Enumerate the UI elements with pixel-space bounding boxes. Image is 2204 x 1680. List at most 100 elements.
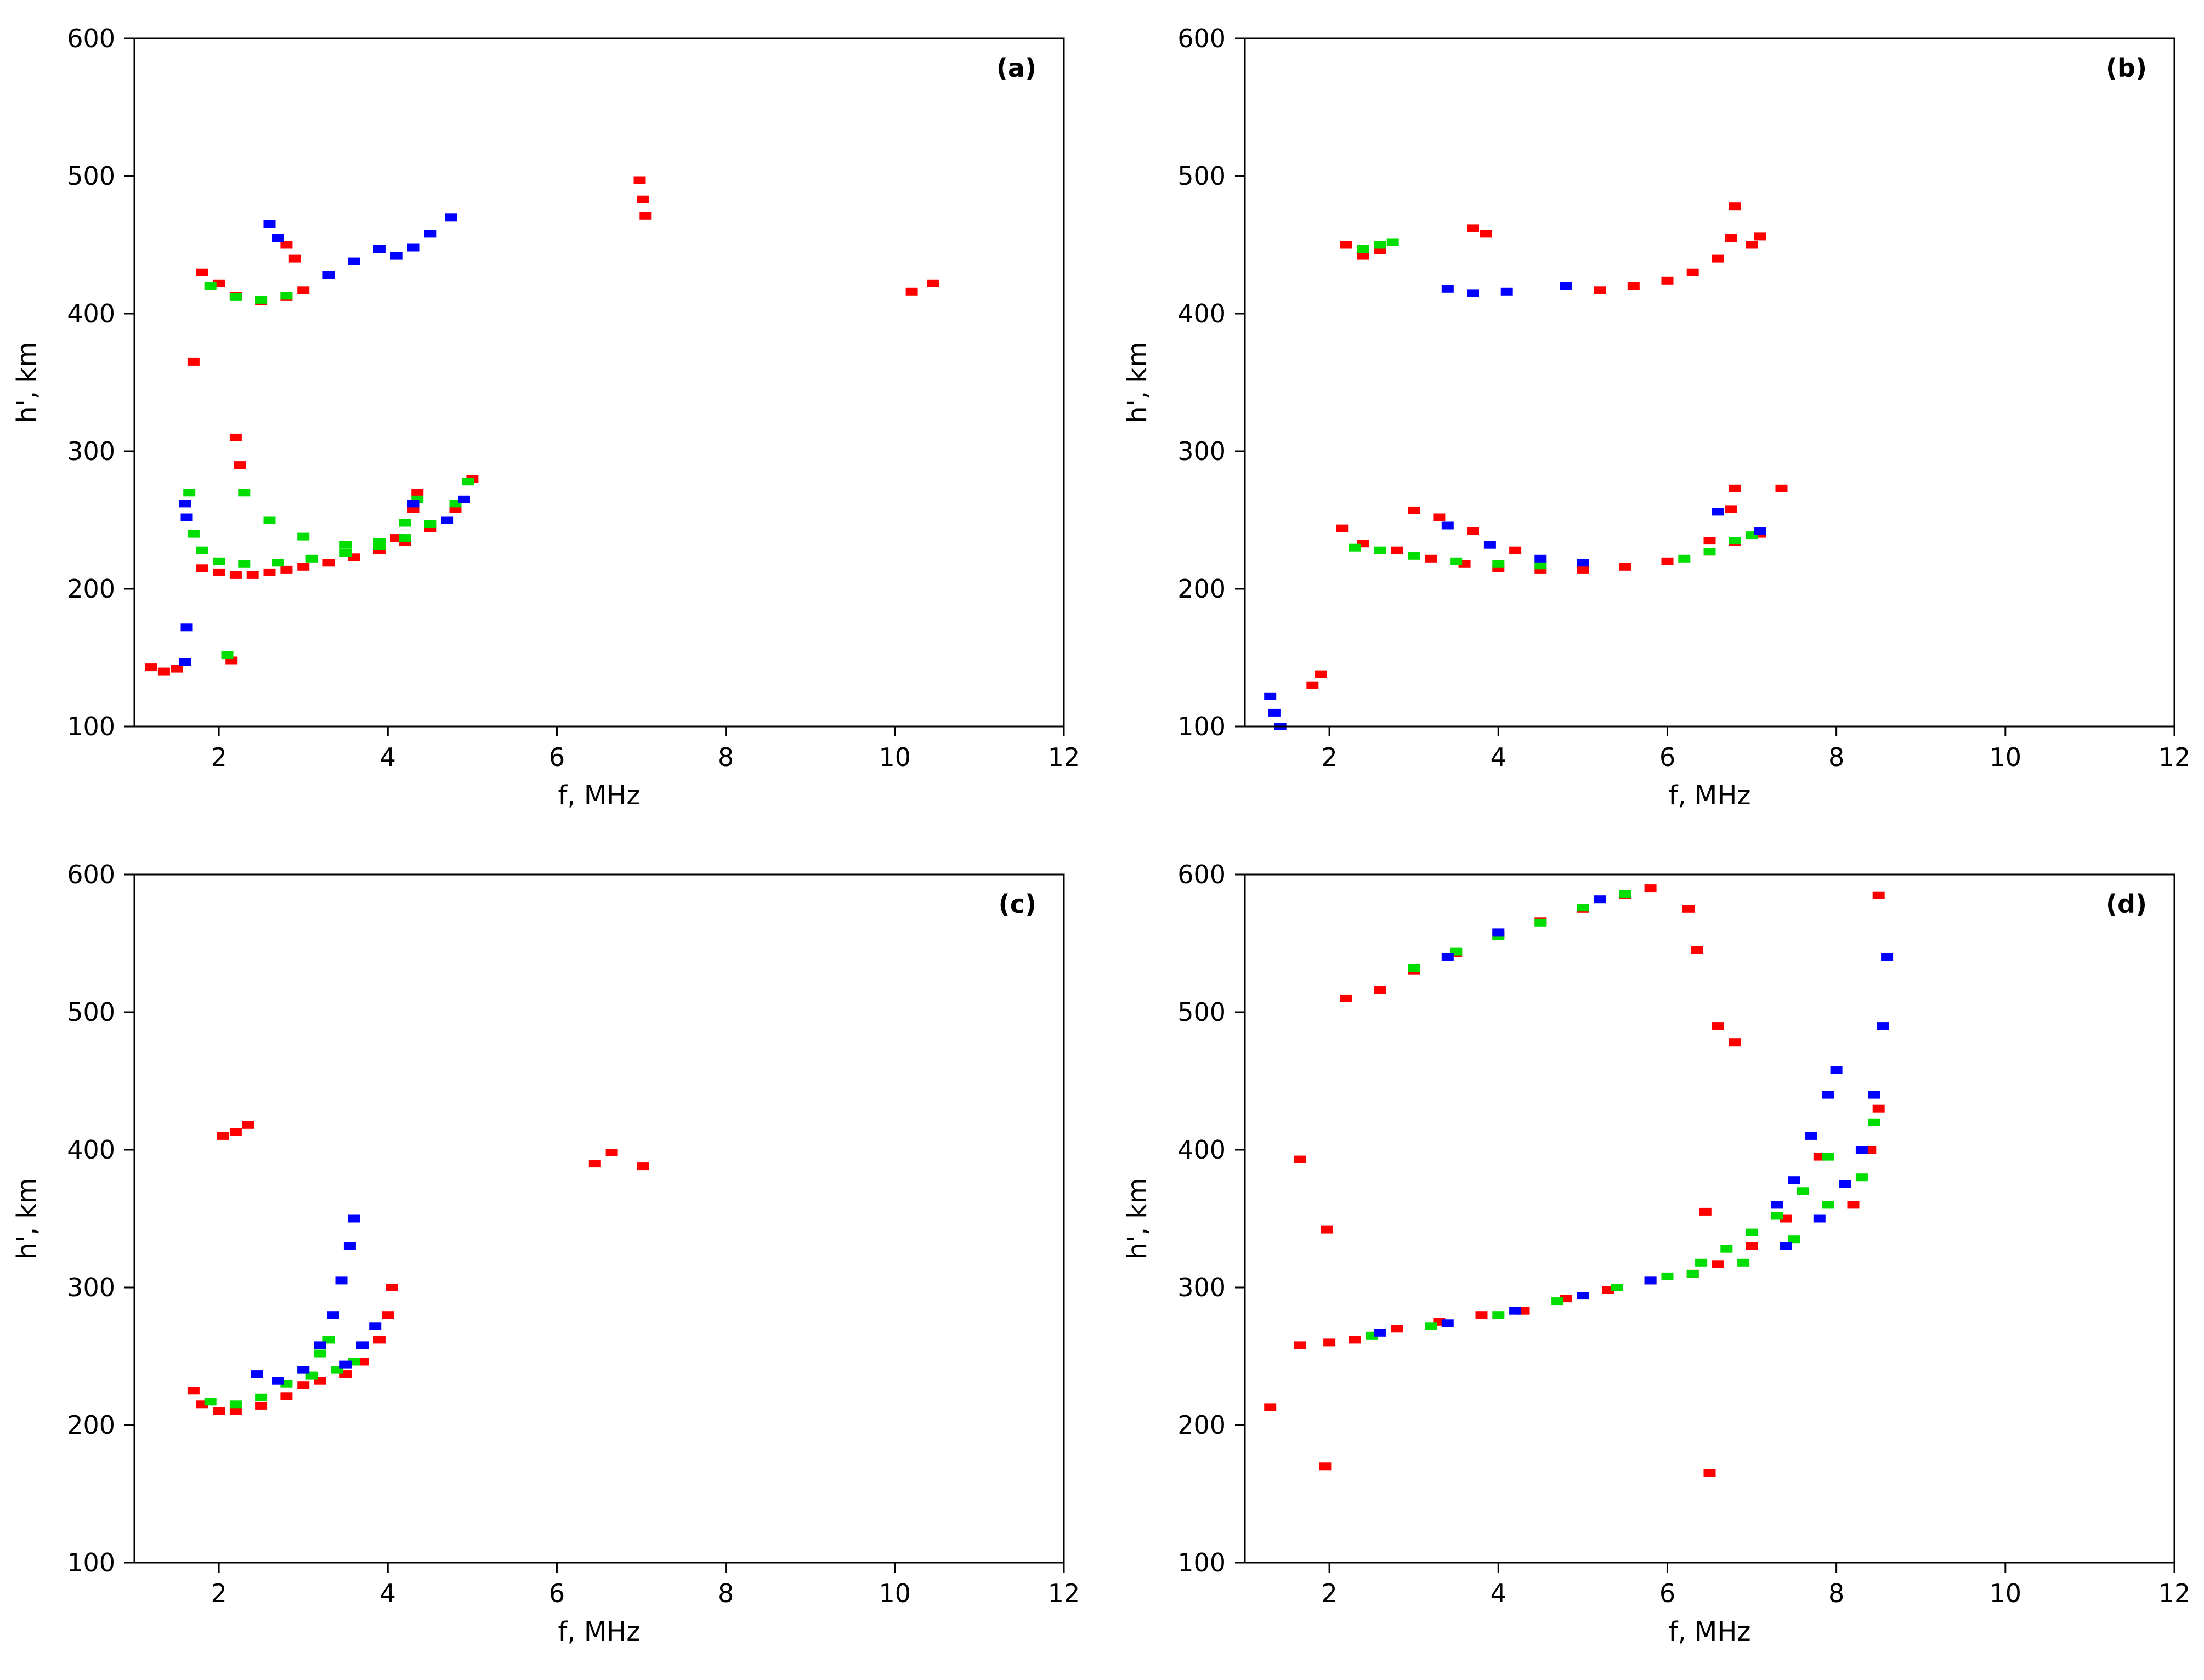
data-point-green: [373, 538, 386, 546]
data-point-red: [382, 1311, 394, 1319]
x-tick-label: 10: [1990, 742, 2022, 772]
data-point-red: [157, 667, 170, 676]
data-point-green: [305, 554, 318, 563]
data-point-blue: [1483, 541, 1496, 549]
data-point-red: [229, 1128, 242, 1136]
data-point-red: [1754, 232, 1766, 241]
data-point-red: [1699, 1207, 1712, 1216]
data-point-red: [280, 565, 293, 574]
data-point-green: [1868, 1118, 1880, 1126]
data-point-blue: [327, 1311, 339, 1319]
data-point-green: [213, 557, 225, 565]
x-tick-label: 12: [1048, 742, 1080, 772]
series-blue: [251, 1214, 382, 1385]
x-tick-label: 8: [718, 742, 734, 772]
data-point-red: [1644, 884, 1657, 893]
data-point-red: [1264, 1403, 1277, 1411]
data-point-red: [1691, 946, 1703, 954]
data-point-red: [297, 1381, 310, 1389]
data-point-red: [1467, 224, 1479, 232]
data-point-red: [633, 176, 646, 184]
data-point-red: [171, 665, 183, 673]
data-point-red: [1319, 1462, 1332, 1471]
data-point-green: [424, 520, 437, 528]
panel-label: (c): [999, 889, 1036, 919]
data-point-green: [1425, 1322, 1437, 1330]
panel-c: 2 4 6 8 10 12 100 200 300 400 500 600 f, MHz h', km (c…: [12, 860, 1080, 1647]
data-point-blue: [407, 243, 420, 252]
data-point-red: [1336, 524, 1349, 532]
data-point-red: [288, 254, 301, 263]
x-tick-label: 6: [549, 742, 565, 772]
data-point-green: [1619, 890, 1631, 898]
data-point-red: [1627, 282, 1640, 290]
x-tick-label: 10: [879, 742, 911, 772]
data-point-blue: [314, 1341, 326, 1349]
data-point-blue: [1441, 953, 1454, 961]
panel-label: (a): [996, 53, 1036, 83]
data-point-green: [229, 293, 242, 301]
y-axis-label: h', km: [1122, 342, 1153, 423]
data-point-blue: [1881, 953, 1894, 961]
data-point-red: [637, 1162, 649, 1171]
data-point-red: [1391, 546, 1403, 554]
data-point-blue: [1441, 285, 1454, 293]
data-point-green: [204, 282, 217, 290]
data-point-red: [213, 568, 225, 576]
data-point-blue: [1822, 1091, 1834, 1099]
y-tick-label: 300: [1177, 436, 1226, 466]
data-point-green: [263, 516, 276, 524]
data-point-red: [1323, 1338, 1336, 1347]
y-tick-label: 100: [67, 712, 115, 741]
data-point-green: [238, 489, 251, 497]
x-tick-label: 12: [1048, 1579, 1080, 1608]
data-point-green: [1551, 1297, 1564, 1306]
data-point-green: [1374, 546, 1386, 554]
panel-d: 2 4 6 8 10 12 100 200 300 400 500 600 f, MHz h', km (d…: [1122, 860, 2190, 1647]
data-point-red: [605, 1149, 618, 1156]
data-point-blue: [343, 1242, 356, 1250]
data-point-red: [411, 489, 424, 497]
data-point-blue: [1441, 1319, 1454, 1327]
data-point-green: [183, 489, 196, 497]
data-point-green: [280, 292, 293, 300]
data-point-red: [905, 287, 918, 296]
data-point-red: [1509, 546, 1522, 554]
data-point-blue: [441, 516, 454, 524]
data-point-green: [196, 546, 208, 554]
data-point-red: [1294, 1341, 1306, 1349]
x-tick-label: 4: [380, 1579, 396, 1608]
data-point-red: [187, 1387, 200, 1395]
data-point-green: [1797, 1187, 1809, 1195]
data-point-blue: [179, 658, 191, 666]
data-point-green: [339, 541, 352, 549]
data-point-blue: [1509, 1307, 1522, 1315]
plot-frame: [1244, 873, 2175, 1564]
data-point-green: [229, 1400, 242, 1409]
data-point-red: [229, 571, 242, 579]
data-point-red: [1682, 905, 1695, 913]
data-point-red: [1425, 554, 1437, 563]
data-point-blue: [180, 513, 193, 521]
y-tick-label: 600: [1177, 860, 1226, 889]
x-tick-label: 10: [1990, 1579, 2022, 1608]
data-point-red: [187, 357, 200, 366]
data-point-red: [1712, 254, 1724, 263]
data-point-red: [297, 286, 310, 294]
data-point-blue: [179, 500, 191, 508]
data-point-red: [1703, 537, 1716, 545]
data-point-red: [196, 268, 208, 276]
data-point-blue: [1788, 1176, 1800, 1184]
data-point-red: [1306, 681, 1319, 689]
data-point-blue: [335, 1276, 348, 1285]
data-point-red: [234, 461, 246, 469]
y-tick-label: 200: [1177, 574, 1226, 604]
series-green: [1349, 238, 1758, 570]
data-point-green: [297, 532, 310, 541]
y-axis-label: h', km: [12, 1178, 42, 1259]
x-axis-label: f, MHz: [1668, 780, 1750, 811]
x-axis-label: f, MHz: [558, 1616, 640, 1647]
y-tick-label: 300: [67, 436, 115, 466]
data-point-red: [639, 212, 652, 220]
